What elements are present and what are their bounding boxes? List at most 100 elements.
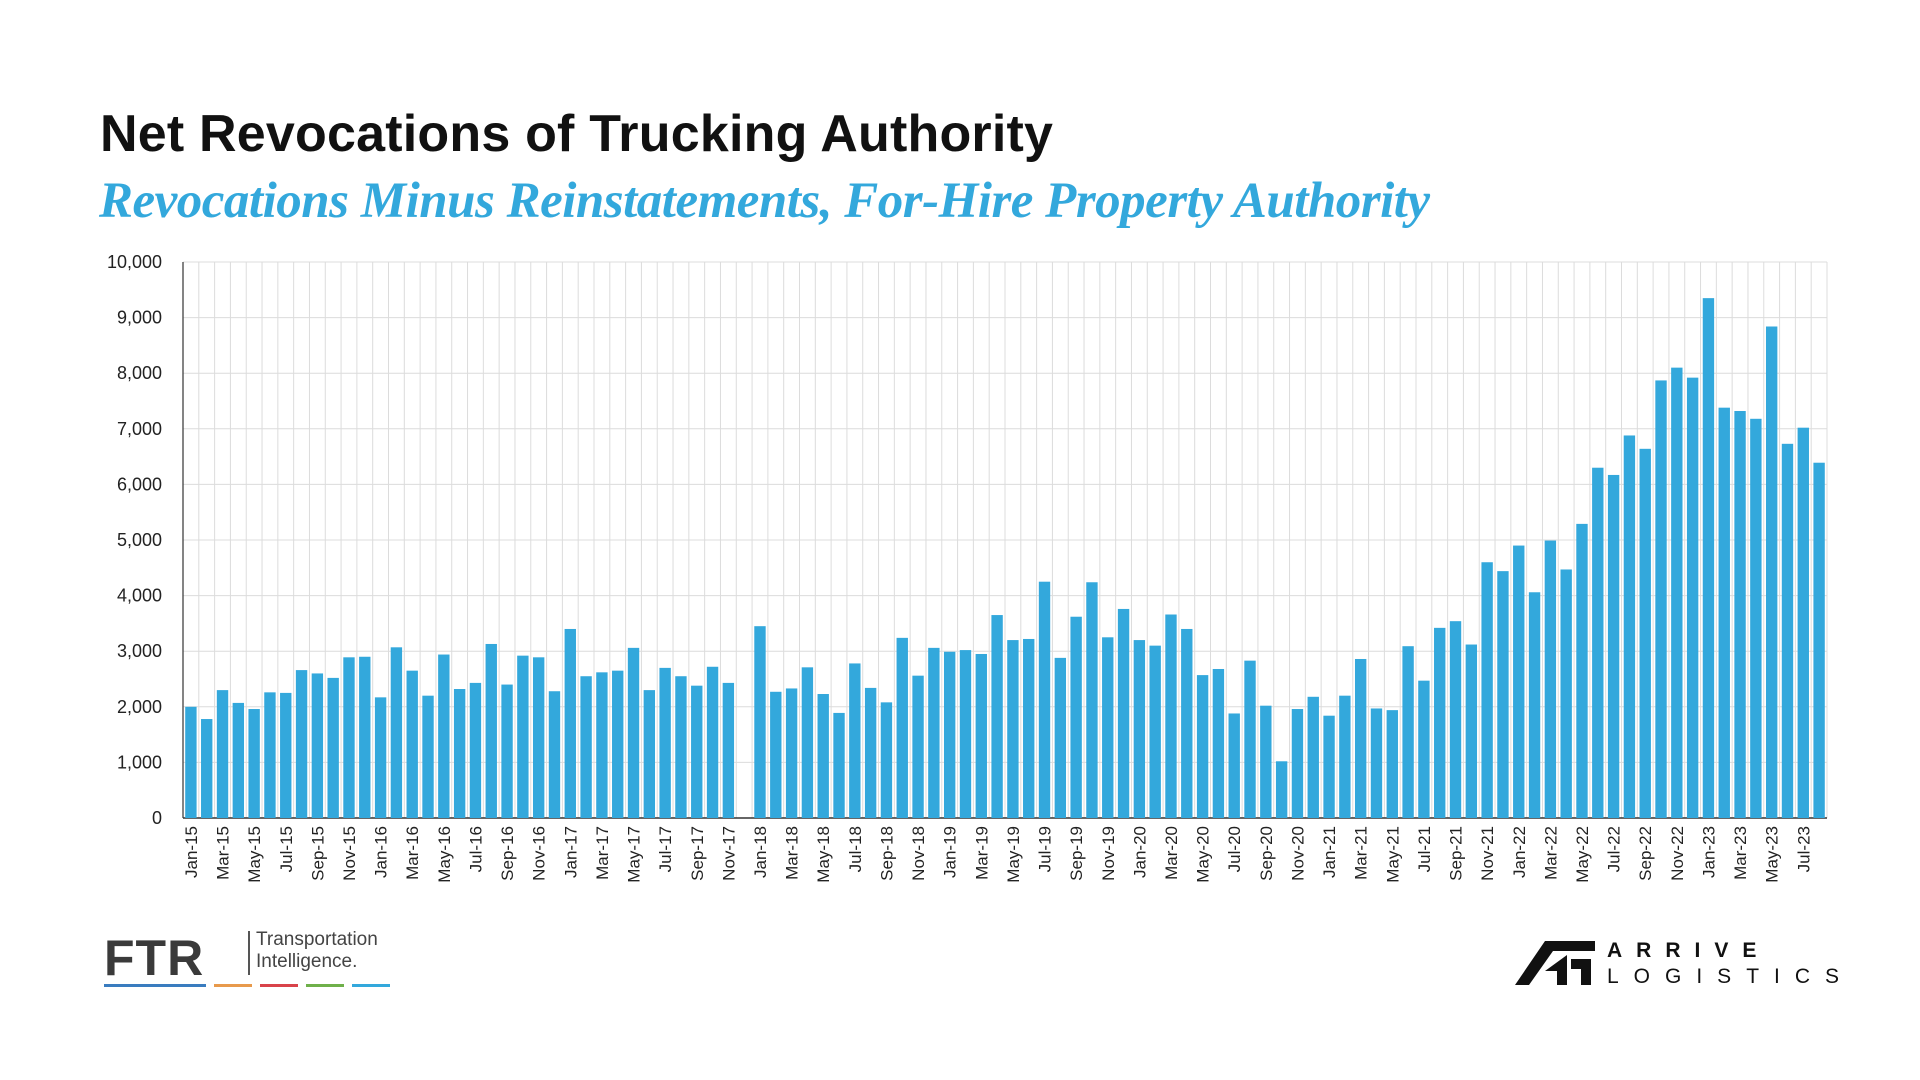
bar bbox=[1196, 675, 1209, 818]
x-tick-label: Sep-18 bbox=[877, 826, 896, 881]
bar bbox=[501, 684, 513, 818]
bar bbox=[785, 688, 798, 818]
x-tick-label: Jan-22 bbox=[1510, 826, 1529, 878]
x-tick-label: Jan-17 bbox=[561, 826, 580, 878]
bar bbox=[1165, 614, 1177, 818]
bar bbox=[817, 694, 829, 818]
bar bbox=[532, 657, 545, 818]
bar bbox=[1070, 616, 1082, 818]
x-tick-label: Jul-22 bbox=[1605, 826, 1624, 872]
bar bbox=[1639, 448, 1651, 818]
ftr-stripe bbox=[260, 984, 298, 987]
bar bbox=[991, 615, 1003, 818]
ftr-stripe bbox=[104, 984, 206, 987]
y-tick-label: 9,000 bbox=[117, 308, 162, 328]
bar bbox=[311, 673, 324, 818]
bar bbox=[280, 692, 292, 818]
bar bbox=[1465, 644, 1478, 818]
bar bbox=[1797, 427, 1809, 818]
bar bbox=[706, 666, 719, 818]
bar bbox=[1750, 418, 1762, 818]
x-tick-label: May-16 bbox=[435, 826, 454, 883]
bar bbox=[754, 626, 766, 818]
ftr-stripe bbox=[306, 984, 344, 987]
ftr-logo: FTR Transportation Intelligence. bbox=[104, 925, 394, 993]
x-tick-label: Sep-21 bbox=[1447, 826, 1466, 881]
bar bbox=[833, 712, 845, 818]
chart-title: Net Revocations of Trucking Authority bbox=[100, 105, 1054, 163]
bar bbox=[849, 663, 861, 818]
y-tick-label: 10,000 bbox=[107, 252, 162, 272]
bar bbox=[880, 702, 893, 818]
x-tick-label: Mar-20 bbox=[1162, 826, 1181, 880]
bar bbox=[1291, 709, 1304, 818]
x-tick-label: May-15 bbox=[245, 826, 264, 883]
bar bbox=[1607, 474, 1620, 818]
bar bbox=[1307, 696, 1319, 818]
x-tick-label: Sep-17 bbox=[688, 826, 707, 881]
bar bbox=[232, 702, 245, 818]
y-tick-label: 2,000 bbox=[117, 697, 162, 717]
bar bbox=[1212, 668, 1225, 818]
bar bbox=[1244, 660, 1256, 818]
bar bbox=[485, 643, 497, 818]
bar bbox=[1702, 298, 1715, 818]
bar bbox=[770, 691, 782, 818]
bar bbox=[1117, 608, 1130, 818]
x-tick-label: Nov-22 bbox=[1668, 826, 1687, 881]
x-tick-label: Jan-20 bbox=[1130, 826, 1149, 878]
ftr-logo-stripes bbox=[104, 984, 394, 988]
y-tick-label: 0 bbox=[152, 808, 162, 828]
bar-chart: 0 1,000 2,000 3,000 4,000 5,000 6,000 7,000 8,00… bbox=[107, 252, 1828, 883]
x-tick-label: Nov-21 bbox=[1478, 826, 1497, 881]
bar bbox=[564, 628, 576, 818]
bar bbox=[896, 637, 908, 818]
bar bbox=[216, 690, 229, 818]
ftr-tagline-line2: Intelligence. bbox=[256, 951, 358, 972]
x-tick-label: Jan-23 bbox=[1699, 826, 1718, 878]
bar bbox=[327, 677, 339, 818]
y-tick-label: 7,000 bbox=[117, 419, 162, 439]
bar bbox=[1592, 467, 1604, 818]
bar bbox=[1686, 377, 1699, 818]
x-tick-label: May-18 bbox=[814, 826, 833, 883]
bar bbox=[1038, 581, 1051, 818]
bar bbox=[1323, 715, 1335, 818]
bar bbox=[1086, 582, 1098, 818]
bar bbox=[722, 682, 735, 818]
bar bbox=[1149, 645, 1161, 818]
bar bbox=[343, 657, 355, 818]
bar bbox=[1734, 411, 1746, 818]
x-tick-label: Sep-22 bbox=[1636, 826, 1655, 881]
bar bbox=[1576, 523, 1588, 818]
bar bbox=[1228, 713, 1240, 818]
ftr-stripe bbox=[352, 984, 390, 987]
bar bbox=[1623, 435, 1636, 818]
x-tick-label: Mar-23 bbox=[1731, 826, 1750, 880]
bar bbox=[1560, 569, 1572, 818]
bar bbox=[1671, 367, 1683, 818]
bar bbox=[975, 653, 987, 818]
bar bbox=[943, 651, 956, 818]
x-tick-label: Mar-18 bbox=[783, 826, 802, 880]
bar bbox=[1497, 571, 1509, 818]
bar bbox=[295, 670, 308, 818]
x-tick-label: Jul-21 bbox=[1415, 826, 1434, 872]
arrive-logistics-logo: ARRIVE LOGISTICS bbox=[1515, 937, 1855, 997]
bar bbox=[659, 667, 671, 818]
x-tick-label: Sep-16 bbox=[498, 826, 517, 881]
bar bbox=[1260, 705, 1272, 818]
x-tick-label: Jan-15 bbox=[182, 826, 201, 878]
x-tick-label: Mar-17 bbox=[593, 826, 612, 880]
x-tick-label: Jul-20 bbox=[1225, 826, 1244, 872]
bar bbox=[1007, 640, 1019, 818]
bar bbox=[1449, 621, 1462, 818]
bar bbox=[1370, 708, 1383, 818]
bar bbox=[1102, 637, 1114, 818]
x-tick-label: May-21 bbox=[1383, 826, 1402, 883]
bar bbox=[1813, 462, 1825, 818]
bar bbox=[1418, 680, 1430, 818]
x-tick-label: Sep-15 bbox=[308, 826, 327, 881]
bar bbox=[1386, 710, 1398, 818]
bar bbox=[453, 689, 466, 818]
